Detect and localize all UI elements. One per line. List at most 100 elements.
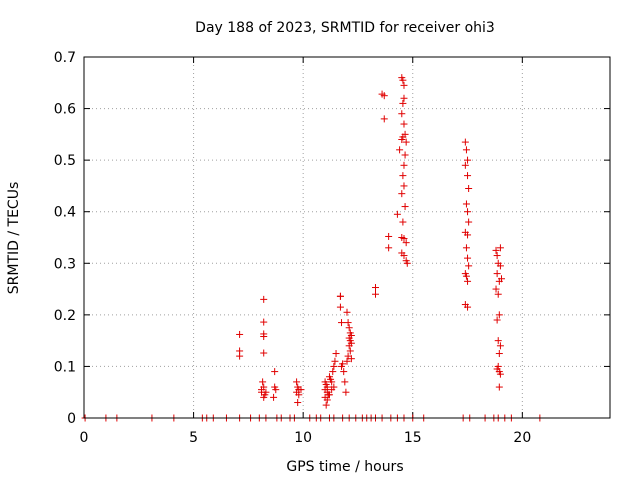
grid [84,57,610,418]
data-point [393,210,401,218]
data-point [272,386,280,394]
data-point [341,378,349,386]
data-point [260,318,268,326]
data-point [492,285,500,293]
data-point [336,292,344,300]
data-point [260,333,268,341]
data-point [496,262,504,270]
data-point [402,138,410,146]
data-point [323,396,331,404]
data-point [338,319,346,327]
data-point [400,94,408,102]
data-point [495,311,503,319]
data-point [344,352,352,360]
y-tick-label: 0.6 [54,102,76,118]
data-point [465,185,473,193]
data-point [400,120,408,128]
data-point [398,110,406,118]
data-point [336,303,344,311]
data-point [371,290,379,298]
x-tick-label: 10 [294,430,312,446]
data-point [464,277,472,285]
data-point [462,244,470,252]
data-point [401,203,409,211]
x-tick-label: 15 [404,430,422,446]
data-point [461,161,469,169]
data-point [400,235,408,243]
data-point [343,357,351,365]
data-point [340,368,348,376]
data-point [402,239,410,247]
data-point [462,200,470,208]
data-point [496,244,504,252]
data-point [464,208,472,216]
data-points [81,74,544,422]
data-point [259,378,267,386]
data-point [400,182,408,190]
data-point [465,218,473,226]
data-point [492,246,500,254]
y-axis-label: SRMTID / TECUs [6,182,22,295]
data-point [400,252,408,260]
data-point [331,357,339,365]
y-tick-label: 0.1 [54,359,76,375]
data-point [495,350,503,358]
data-point [346,347,354,355]
data-point [398,190,406,198]
data-point [270,393,278,401]
data-point [380,115,388,123]
data-point [400,81,408,89]
data-point [260,393,268,401]
data-point [380,92,388,100]
data-point [465,262,473,270]
data-point [258,386,266,394]
data-point [493,270,501,278]
y-tick-label: 0.2 [54,308,76,324]
data-point [398,136,406,144]
data-point [342,388,350,396]
data-point [385,232,393,240]
data-point [462,272,470,280]
data-point [403,259,411,267]
x-tick-label: 5 [189,430,198,446]
data-point [295,391,303,399]
data-point [344,319,352,327]
x-axis-label: GPS time / hours [286,459,403,475]
y-tick-label: 0.5 [54,153,76,169]
data-point [495,277,503,285]
data-point [338,362,346,370]
data-point [464,254,472,262]
data-point [332,350,340,358]
data-point [493,316,501,324]
y-tick-label: 0.4 [54,205,76,221]
y-tick-label: 0 [67,411,76,427]
data-point [236,352,244,360]
data-point [400,161,408,169]
data-point [496,342,504,350]
data-point [464,303,472,311]
x-tick-label: 20 [513,430,531,446]
data-point [494,290,502,298]
y-tick-label: 0.3 [54,256,76,272]
x-tick-label: 0 [80,430,89,446]
data-point [464,156,472,164]
x-tick-labels: 0 5 10 15 20 [80,430,532,446]
data-point [396,146,404,154]
data-point [399,99,407,107]
data-point [399,172,407,180]
data-point [322,401,330,409]
data-point [495,383,503,391]
data-point [297,386,305,394]
data-point [262,388,270,396]
data-point [345,324,353,332]
data-point [399,76,407,84]
data-point [260,295,268,303]
data-point [493,252,501,260]
data-point [343,308,351,316]
data-point [385,244,393,252]
data-point [464,231,472,239]
data-point [401,151,409,159]
data-point [325,391,333,399]
data-point [236,330,244,338]
data-point [271,368,279,376]
